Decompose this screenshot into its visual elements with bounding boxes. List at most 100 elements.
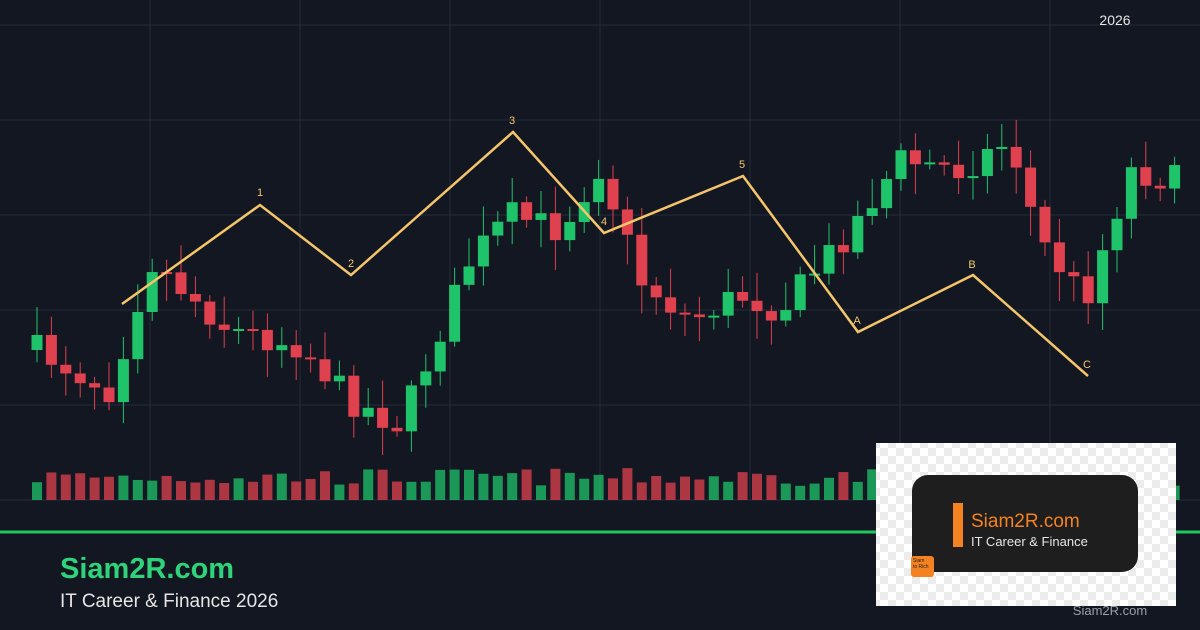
volume-bar (233, 478, 244, 500)
volume-bar (478, 473, 489, 500)
candles (31, 119, 1181, 455)
candle-body (593, 178, 605, 203)
wave-label: 1 (257, 187, 263, 199)
candle-body (362, 407, 374, 417)
volume-bar (262, 474, 273, 500)
volume-bar (363, 469, 374, 500)
volume-bar (406, 481, 417, 500)
candle-body (780, 310, 792, 321)
wave-label: B (968, 259, 975, 271)
candle-body (305, 357, 317, 360)
candle-body (146, 272, 158, 313)
volume-bar (492, 475, 503, 500)
candle-body (1068, 272, 1080, 277)
candle-body (434, 341, 446, 372)
candle-body (521, 202, 533, 220)
brand-name: Siam2R.com (60, 553, 234, 585)
candle-body (204, 301, 216, 325)
volume-bar (723, 481, 734, 500)
candle-body (967, 176, 979, 179)
candle-body (708, 315, 720, 318)
volume-bar (420, 481, 431, 500)
candle-body (650, 285, 662, 298)
candle-body (89, 383, 101, 388)
volume-bar (636, 482, 647, 500)
candle-body (290, 345, 302, 358)
volume-bar (435, 469, 446, 500)
volume-bar (291, 481, 302, 500)
candle-body (895, 150, 907, 180)
candle-body (45, 335, 57, 365)
candle-body (189, 294, 201, 302)
candle-body (175, 272, 187, 295)
wave-label: 2 (348, 258, 354, 270)
volume-bar (219, 483, 230, 500)
volume-bar (32, 482, 42, 500)
volume-bar (464, 469, 474, 500)
volume-bar (377, 469, 388, 500)
candle-body (492, 221, 504, 236)
candle-body (1039, 206, 1051, 243)
volume-bar (161, 475, 172, 500)
logo-badge-text: Siam to Rich (913, 558, 929, 570)
candle-body (881, 179, 893, 209)
candle-body (938, 162, 950, 165)
candle-body (1053, 242, 1065, 273)
candle-body (103, 387, 115, 403)
volume-bar (75, 473, 86, 500)
volume-bar (46, 472, 57, 500)
candle-body (765, 311, 777, 321)
candle-body (218, 324, 230, 330)
volume-bar (809, 483, 820, 500)
volume-bar (536, 485, 546, 500)
logo-tagline: IT Career & Finance (971, 534, 1088, 549)
volume-bar (348, 483, 359, 500)
volume-bar (89, 477, 100, 500)
candle-body (319, 359, 331, 382)
candle-body (996, 146, 1008, 150)
candle-body (333, 375, 345, 382)
volume-bar (276, 473, 287, 500)
volume-bar (766, 475, 777, 500)
volume-bar (694, 479, 705, 500)
candle-body (506, 202, 518, 222)
candle-body (233, 329, 245, 332)
candle-body (924, 162, 936, 165)
watermark: Siam2R.com (1073, 603, 1147, 618)
volume-bar (680, 476, 690, 500)
volume-bar (608, 478, 618, 500)
volume-bar (622, 468, 633, 500)
volume-bar (305, 478, 316, 500)
volume-bar (708, 476, 719, 500)
candle-body (463, 266, 475, 285)
candle-body (751, 300, 763, 312)
candle-body (31, 335, 43, 350)
volume-bar (852, 481, 863, 500)
candle-body (276, 345, 288, 351)
candle-body (261, 329, 273, 351)
volume-bar (60, 474, 71, 500)
volume-bar (147, 480, 158, 500)
volume-bar (867, 469, 878, 500)
candle-body (1025, 167, 1037, 207)
volume-bar (104, 476, 114, 500)
candle-body (132, 312, 144, 360)
volume-bar (780, 483, 791, 500)
candle-body (1082, 276, 1094, 304)
candle-body (247, 329, 259, 332)
candle-body (1010, 146, 1022, 168)
volume-bar (204, 479, 215, 500)
candle-body (866, 208, 878, 216)
candle-body (1140, 167, 1152, 186)
wave-label: 5 (739, 159, 745, 171)
volume-bar (507, 473, 518, 500)
volume-bar (665, 482, 676, 500)
candle-body (823, 245, 835, 274)
volume-bar (824, 477, 834, 500)
wave-label: 3 (509, 115, 515, 127)
candle-body (1125, 167, 1137, 219)
candle-body (981, 149, 993, 177)
wave-label: A (853, 315, 861, 327)
volume-bar (752, 473, 762, 500)
